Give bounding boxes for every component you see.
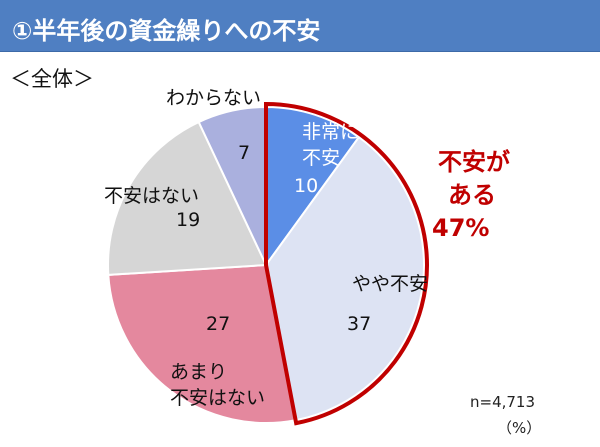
title-bar: ①半年後の資金繰りへの不安: [0, 0, 600, 52]
slice-value-4: 19: [176, 209, 200, 231]
slice-value-2: 37: [347, 313, 371, 335]
callout-line-3: 47%: [432, 214, 489, 242]
highlight-outline: [264, 101, 429, 426]
slice-label-5: わからない: [166, 87, 261, 109]
slice-label-3: あまり: [170, 361, 227, 383]
callout-line-1: 不安が: [438, 148, 510, 176]
callout-line-2: ある: [448, 181, 496, 209]
slice-label-4: 不安はない: [104, 185, 199, 207]
chart-subtitle: ＜全体＞: [10, 67, 94, 91]
pie-slice-4: [107, 120, 268, 276]
sample-size: n=4,713: [470, 393, 536, 411]
pie-slice-2: [264, 135, 425, 422]
pie-slice-3: [107, 263, 297, 424]
slice-value-3: 27: [206, 313, 230, 335]
slice-label-1: 非常に: [302, 121, 359, 143]
chart-title: ①半年後の資金繰りへの不安: [12, 17, 321, 45]
slice-label-1: 不安: [302, 147, 340, 169]
slice-label-2: やや不安: [352, 273, 428, 295]
slice-value-5: 7: [238, 142, 250, 164]
slice-value-1: 10: [294, 175, 318, 197]
slice-label-3: 不安はない: [170, 387, 265, 409]
unit-label: （%）: [497, 419, 542, 437]
pie-slice-1: [265, 105, 361, 269]
